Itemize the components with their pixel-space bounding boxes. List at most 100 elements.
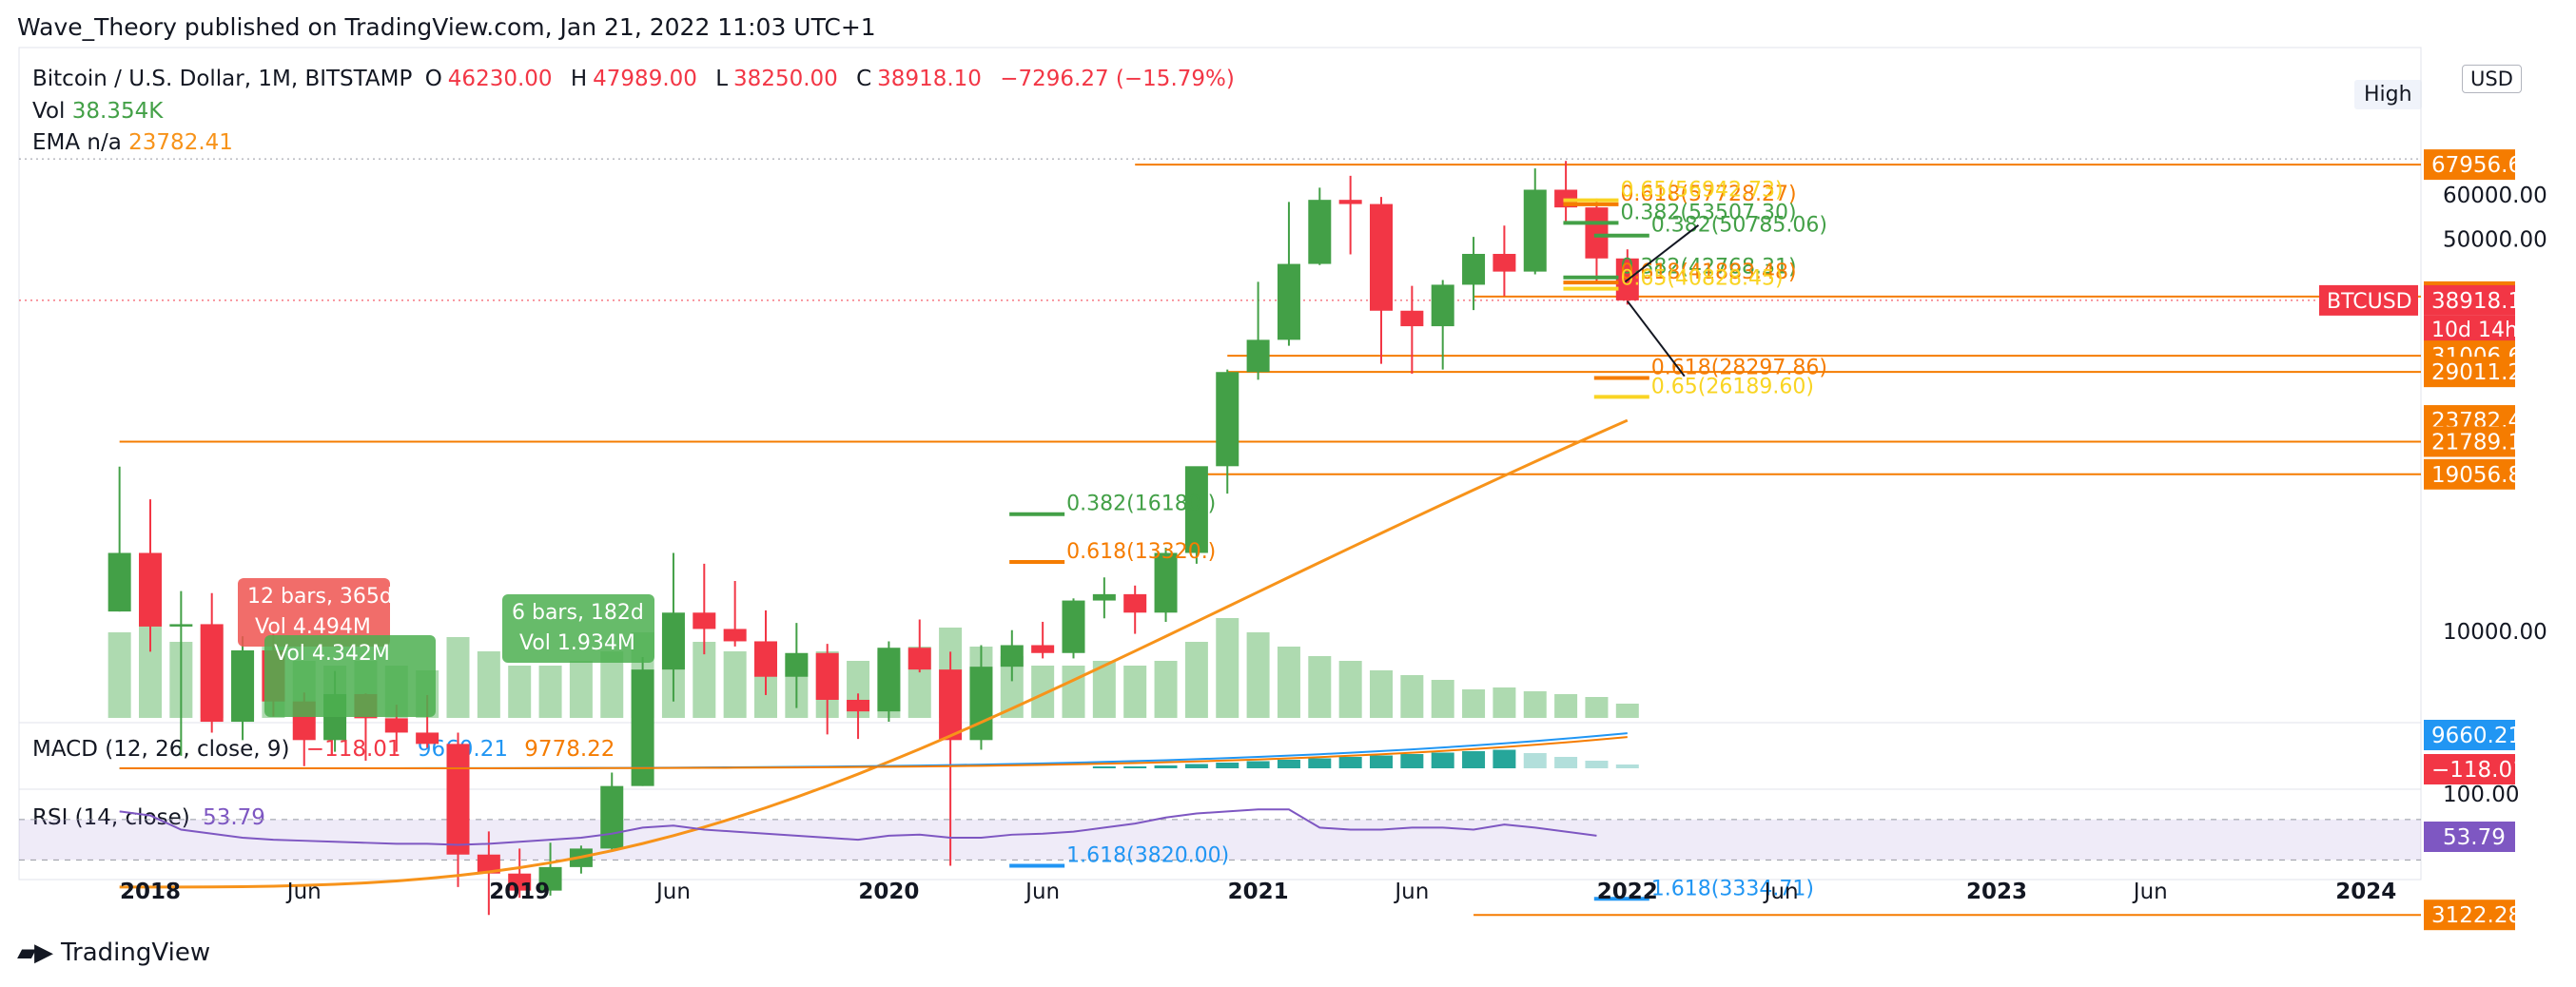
fib-level-label: 0.382(42768.31) xyxy=(1620,256,1796,280)
price-axis-tag-text: 29011.22 xyxy=(2431,360,2536,385)
volume-bar xyxy=(446,637,470,718)
symbol-title[interactable]: Bitcoin / U.S. Dollar, 1M, BITSTAMP xyxy=(32,67,413,91)
macd-signal-value: 9778.22 xyxy=(524,737,615,762)
candle-body xyxy=(877,648,901,712)
time-tick-label: 2020 xyxy=(858,880,919,904)
volume-label: Vol xyxy=(32,99,66,124)
volume-bar xyxy=(1585,697,1609,718)
time-tick-label: Jun xyxy=(654,880,691,904)
range-measure-tag xyxy=(238,578,390,647)
candle-body xyxy=(416,732,439,745)
macd-histogram-bar xyxy=(1493,749,1516,768)
price-axis-tag-text: 21789.19 xyxy=(2431,430,2536,455)
rsi-value: 53.79 xyxy=(203,805,265,830)
volume-bar xyxy=(1277,647,1300,718)
candle-body xyxy=(1216,372,1239,467)
volume-bar xyxy=(723,651,747,718)
macd-axis-tag xyxy=(2424,720,2515,750)
macd-histogram-bar xyxy=(1338,757,1362,768)
macd-histogram-bar xyxy=(1462,751,1486,768)
candle-body xyxy=(661,612,685,670)
currency-button[interactable]: USD xyxy=(2462,65,2522,93)
candle-body xyxy=(693,612,716,629)
rsi-legend[interactable]: RSI (14, close) 53.79 xyxy=(32,805,265,830)
candle-body xyxy=(631,669,654,786)
macd-label: MACD (12, 26, close, 9) xyxy=(32,737,290,762)
volume-bar xyxy=(107,632,131,718)
candle-body xyxy=(139,552,162,627)
close-value: C 38918.10 xyxy=(856,67,982,91)
candle-body xyxy=(847,699,870,712)
candle-body xyxy=(1000,645,1024,668)
volume-bar xyxy=(1123,666,1147,718)
symbol-legend: Bitcoin / U.S. Dollar, 1M, BITSTAMP O 462… xyxy=(32,67,1240,91)
high-value: H 47989.00 xyxy=(570,67,697,91)
fib-level-label: 0.382(16180.) xyxy=(1066,493,1216,516)
volume-bar xyxy=(1554,694,1578,718)
price-axis-tag xyxy=(2424,458,2515,490)
price-axis-tag-text: 3122.28 xyxy=(2431,903,2522,928)
volume-bar xyxy=(1216,618,1239,718)
price-axis-tag xyxy=(2424,426,2515,457)
fib-level-label: 0.382(50785.06) xyxy=(1651,214,1827,238)
time-tick-label: Jun xyxy=(1393,880,1429,904)
fib-level-label: 1.618(3334.71) xyxy=(1651,877,1814,900)
high-marker-tag: High xyxy=(2354,80,2422,109)
fib-level-label: 0.382(53507.30) xyxy=(1620,201,1796,224)
fib-level-label: 0.65(56942.73) xyxy=(1620,179,1783,203)
rsi-axis-tag xyxy=(2424,822,2515,852)
price-axis-tag-text: 67956.66 xyxy=(2431,153,2536,178)
time-tick-label: 2024 xyxy=(2335,880,2396,904)
range-measure-text: 6 bars, 182d xyxy=(512,601,644,625)
change-value: −7296.27 (−15.79%) xyxy=(1000,67,1235,91)
candle-body xyxy=(1338,200,1362,204)
range-measure-text: 12 bars, 365d xyxy=(247,585,393,609)
volume-bar xyxy=(1615,704,1639,718)
macd-signal-line xyxy=(119,736,1628,769)
macd-histogram-bar xyxy=(1308,758,1332,768)
candle-body xyxy=(1431,284,1454,327)
rsi-line xyxy=(119,808,1597,846)
time-tick-label: 2021 xyxy=(1228,880,1289,904)
candle-body xyxy=(1308,200,1332,264)
candle-body xyxy=(600,785,624,849)
time-tick-label: 2018 xyxy=(120,880,181,904)
macd-histogram-bar xyxy=(1370,755,1393,768)
candle-body xyxy=(446,744,470,855)
time-tick-label: 2022 xyxy=(1597,880,1658,904)
volume-legend[interactable]: Vol 38.354K xyxy=(32,99,163,124)
ema-line xyxy=(119,418,1629,889)
macd-histogram-bar xyxy=(1246,761,1270,768)
countdown-tag xyxy=(2424,315,2515,344)
ema-label: EMA n/a xyxy=(32,130,122,155)
candle-body xyxy=(1092,593,1116,601)
range-measure-text: Vol 4.494M xyxy=(255,615,371,639)
macd-histogram-bar xyxy=(1184,764,1208,768)
ema-legend[interactable]: EMA n/a 23782.41 xyxy=(32,130,233,155)
range-measure-tag xyxy=(264,635,436,717)
volume-bar xyxy=(508,666,532,718)
fib-level-label: 0.618(57728.27) xyxy=(1620,183,1796,206)
candle-body xyxy=(1370,203,1393,311)
volume-bar xyxy=(1493,687,1516,718)
macd-histogram-bar xyxy=(1154,765,1178,768)
candle-body xyxy=(508,873,532,891)
tradingview-logo-icon: ▰▶ xyxy=(17,939,53,967)
time-tick-label: Jun xyxy=(1763,880,1799,904)
volume-bar xyxy=(1370,670,1393,718)
candle-body xyxy=(1062,600,1085,653)
projection-arrow xyxy=(1624,223,1700,283)
price-axis-tag-text: 38918.10 xyxy=(2431,289,2536,314)
volume-bar xyxy=(1523,691,1547,718)
price-axis-tag xyxy=(2424,357,2515,388)
candle-body xyxy=(1184,466,1208,553)
rsi-axis-tag-text: 53.79 xyxy=(2443,825,2506,850)
macd-hist-axis-tag xyxy=(2424,754,2515,784)
price-tick-label: 10000.00 xyxy=(2443,620,2547,645)
price-tick-label: 60000.00 xyxy=(2443,184,2547,208)
rsi-label: RSI (14, close) xyxy=(32,805,190,830)
tradingview-brand[interactable]: ▰▶ TradingView xyxy=(17,939,210,967)
range-measure-text: Vol 1.934M xyxy=(519,631,635,655)
candle-body xyxy=(969,667,993,741)
